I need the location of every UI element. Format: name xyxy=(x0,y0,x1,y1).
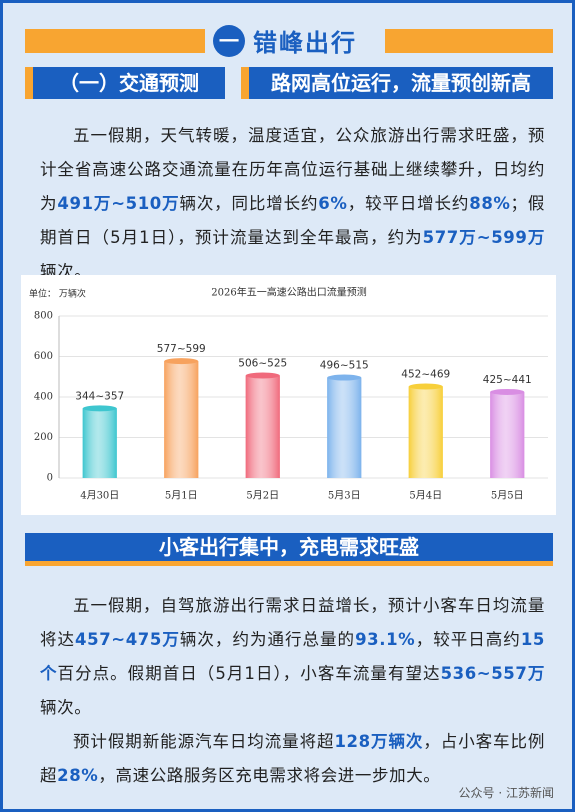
x-tick-label: 5月5日 xyxy=(491,490,524,502)
paragraph: 五一假期，天气转暖，温度适宜，公众旅游出行需求旺盛，预计全省高速公路交通流量在历… xyxy=(40,119,545,289)
bar-cap xyxy=(490,388,525,395)
value-label: 344~357 xyxy=(75,390,124,402)
bar-cap xyxy=(245,372,280,379)
paragraph-group: 五一假期，自驾旅游出行需求日益增长，预计小客车日均流量将达457~475万辆次，… xyxy=(40,589,545,793)
highlight: 491万~510万 xyxy=(57,194,180,213)
x-tick-label: 5月1日 xyxy=(165,490,198,502)
paragraph-group: 五一假期，天气转暖，温度适宜，公众旅游出行需求旺盛，预计全省高速公路交通流量在历… xyxy=(40,119,545,289)
text-run: ，较平日增长约 xyxy=(347,194,470,213)
bar-shine xyxy=(82,408,117,478)
text-run: 五一假期，自驾旅游出行需求日益增长，预计小客车日均流量将达 xyxy=(40,596,545,649)
y-tick-label: 0 xyxy=(47,473,53,484)
text-run: 辆次。 xyxy=(40,698,92,717)
unit-label: 单位： 万辆次 xyxy=(29,288,86,300)
bar-shine xyxy=(245,375,280,478)
decor-bar xyxy=(25,29,205,53)
text-run: 百分点。假期首日（5月1日），小客车流量有望达 xyxy=(57,664,441,683)
highlight: 128万辆次 xyxy=(334,732,424,751)
section-label: （一）交通预测 xyxy=(25,67,225,99)
highlight: 88% xyxy=(469,194,511,213)
y-tick-label: 600 xyxy=(34,351,53,362)
chart-panel: 2026年五一高速公路出口流量预测 单位： 万辆次 0 200 400 600 800 4月3… xyxy=(21,275,556,515)
text-run: ，较平日高约 xyxy=(415,630,521,649)
bar-shine xyxy=(490,391,525,478)
bar-shine xyxy=(408,386,443,478)
page-title: 错峰出行 xyxy=(253,29,357,57)
decor-bar xyxy=(385,29,553,53)
highlight: 6% xyxy=(318,194,348,213)
bar-cap xyxy=(82,405,117,412)
bar-cap xyxy=(327,374,362,381)
x-tick-label: 4月30日 xyxy=(80,490,119,502)
text-run: 辆次，同比增长约 xyxy=(179,194,319,213)
paragraph: 预计假期新能源汽车日均流量将超128万辆次，占小客车比例超28%，高速公路服务区… xyxy=(40,725,545,793)
x-tick-label: 5月2日 xyxy=(246,490,279,502)
highlight: 457~475万 xyxy=(75,630,180,649)
bar-shine xyxy=(164,361,199,478)
footer-source: 公众号 · 江苏新闻 xyxy=(458,786,554,800)
highlight: 15个 xyxy=(40,630,546,683)
section-number: 一 xyxy=(213,25,245,57)
value-label: 452~469 xyxy=(401,368,450,380)
bar-cap xyxy=(408,383,443,390)
chart-title: 2026年五一高速公路出口流量预测 xyxy=(211,286,366,299)
x-tick-label: 5月4日 xyxy=(409,490,442,502)
text-run: 辆次，约为通行总量的 xyxy=(179,630,356,649)
chart: 2026年五一高速公路出口流量预测 单位： 万辆次 0 200 400 600 800 4月3… xyxy=(29,286,548,502)
y-tick-label: 800 xyxy=(34,311,53,322)
highlight: 93.1% xyxy=(355,630,416,649)
highlight: 28% xyxy=(57,766,99,785)
paragraph: 五一假期，自驾旅游出行需求日益增长，预计小客车日均流量将达457~475万辆次，… xyxy=(40,589,545,725)
bar-shine xyxy=(327,377,362,478)
section-headline: 路网高位运行，流量预创新高 xyxy=(241,67,553,99)
x-tick-label: 5月3日 xyxy=(328,490,361,502)
value-label: 496~515 xyxy=(320,360,369,372)
highlight: 577万~599万 xyxy=(422,228,545,247)
y-tick-label: 400 xyxy=(34,392,53,403)
value-label: 577~599 xyxy=(157,343,206,355)
text-run: ，高速公路服务区充电需求将会进一步加大。 xyxy=(98,766,441,785)
value-label: 506~525 xyxy=(238,358,287,370)
text-run: ，占小客车比例超 xyxy=(40,732,546,785)
y-tick-label: 200 xyxy=(34,432,53,443)
highlight: 536~557万 xyxy=(440,664,546,683)
text-run: ；假期首日（5月1日），预计流量达到全年最高，约为 xyxy=(40,194,545,247)
bar-cap xyxy=(164,358,199,365)
section-headline: 小客出行集中，充电需求旺盛 xyxy=(25,533,553,566)
value-label: 425~441 xyxy=(483,374,532,386)
text-run: 五一假期，天气转暖，温度适宜，公众旅游出行需求旺盛，预计全省高速公路交通流量在历… xyxy=(40,126,545,213)
text-run: 预计假期新能源汽车日均流量将超 xyxy=(73,732,335,751)
